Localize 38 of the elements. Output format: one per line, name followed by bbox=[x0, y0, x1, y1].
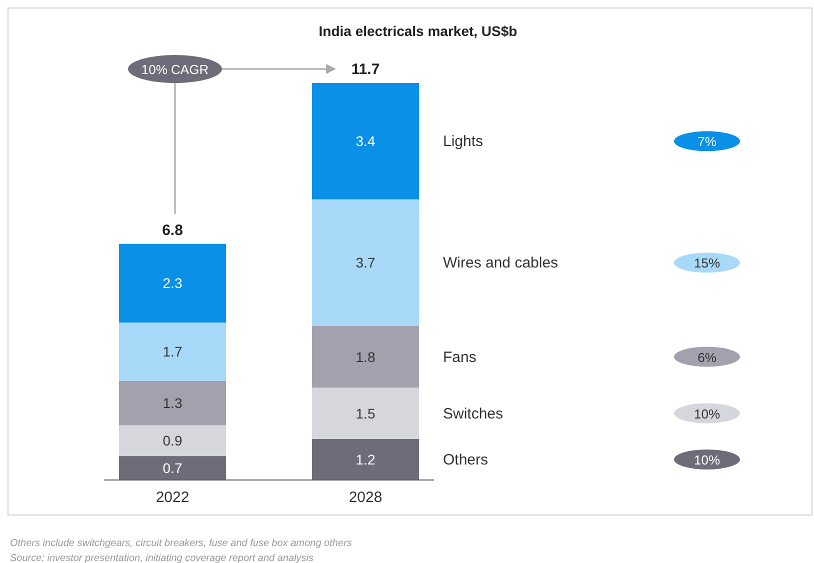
text: 10% CAGR bbox=[141, 62, 209, 77]
bar bbox=[312, 83, 419, 200]
series-label: Others bbox=[443, 451, 488, 468]
bar bbox=[119, 244, 226, 323]
bar bbox=[119, 322, 226, 381]
series-label: Wires and cables bbox=[443, 254, 558, 272]
data-label: 3.4 bbox=[356, 133, 376, 150]
series-label: Switches bbox=[443, 405, 504, 422]
text: 15% bbox=[694, 256, 720, 271]
text: 10% bbox=[694, 406, 720, 422]
data-label: 0.7 bbox=[162, 460, 182, 476]
data-label: 1.3 bbox=[162, 394, 182, 411]
bar bbox=[312, 199, 419, 326]
series-label: Lights bbox=[443, 133, 484, 150]
x-tick-label: 2028 bbox=[348, 489, 382, 506]
text: 7% bbox=[698, 134, 717, 150]
text: 6% bbox=[698, 350, 717, 365]
data-label: 2.3 bbox=[162, 275, 182, 292]
total-label: 6.8 bbox=[162, 222, 183, 239]
bar bbox=[312, 438, 419, 480]
bar bbox=[312, 326, 419, 388]
bar bbox=[119, 380, 226, 426]
x-tick-label: 2022 bbox=[156, 489, 190, 506]
data-label: 3.7 bbox=[356, 254, 376, 271]
bar bbox=[119, 425, 226, 456]
data-label: 0.9 bbox=[162, 432, 182, 449]
data-label: 1.8 bbox=[356, 348, 376, 365]
data-label: 1.2 bbox=[356, 451, 376, 468]
source-note: Source: investor presentation, initiating coverage report and analysis bbox=[10, 553, 314, 563]
bar bbox=[119, 456, 226, 480]
bar bbox=[312, 388, 419, 439]
total-label: 11.7 bbox=[351, 61, 380, 78]
text: 10% bbox=[694, 452, 720, 468]
text: Others include switchgears, circuit breakers, fuse and fuse box among others bbox=[10, 538, 352, 549]
data-label: 1.7 bbox=[162, 344, 182, 360]
chart-title: India electricals market, US$b bbox=[318, 23, 518, 39]
series-label: Fans bbox=[443, 348, 476, 366]
data-label: 1.5 bbox=[356, 405, 376, 422]
